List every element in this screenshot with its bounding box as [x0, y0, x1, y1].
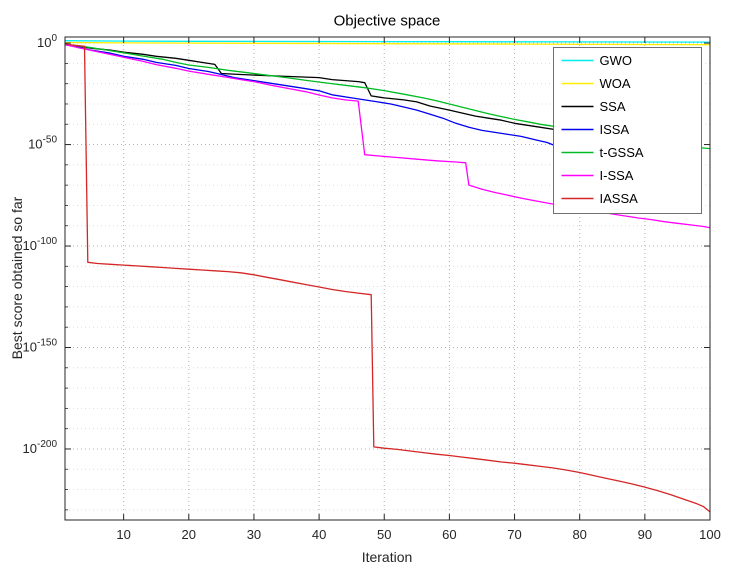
legend-box	[553, 47, 702, 214]
x-tick-label: 80	[572, 527, 586, 542]
axes-box	[64, 36, 711, 521]
y-tick-label: 10-200	[23, 439, 58, 456]
series-line-iassa	[64, 43, 711, 513]
x-tick-label: 30	[247, 527, 261, 542]
x-tick-label: 40	[312, 527, 326, 542]
series-line-i-ssa	[64, 43, 711, 229]
x-tick-label: 50	[377, 527, 391, 542]
series-line-gwo	[64, 40, 711, 43]
legend-label-i-ssa: I-SSA	[600, 168, 634, 183]
chart-title: Objective space	[333, 12, 441, 30]
legend-label-t-gssa: t-GSSA	[600, 145, 644, 160]
series-line-ssa	[64, 43, 561, 132]
series-line-woa	[64, 41, 711, 46]
series-line-issa	[64, 44, 613, 160]
legend-label-issa: ISSA	[600, 122, 630, 137]
y-tick-label: 10-150	[23, 338, 58, 355]
x-tick-label: 90	[638, 527, 652, 542]
x-tick-label: 100	[699, 527, 721, 542]
legend-label-iassa: IASSA	[600, 191, 639, 206]
x-tick-label: 20	[182, 527, 196, 542]
x-tick-label: 70	[507, 527, 521, 542]
legend-label-gwo: GWO	[600, 53, 633, 68]
y-tick-label: 10-100	[23, 236, 58, 253]
legend-label-woa: WOA	[600, 76, 631, 91]
y-tick-label: 100	[37, 33, 57, 50]
x-tick-label: 10	[116, 527, 130, 542]
legend-label-ssa: SSA	[600, 99, 626, 114]
x-axis-label: Iteration	[361, 549, 413, 565]
y-tick-label: 10-50	[28, 135, 57, 152]
x-tick-label: 60	[442, 527, 456, 542]
